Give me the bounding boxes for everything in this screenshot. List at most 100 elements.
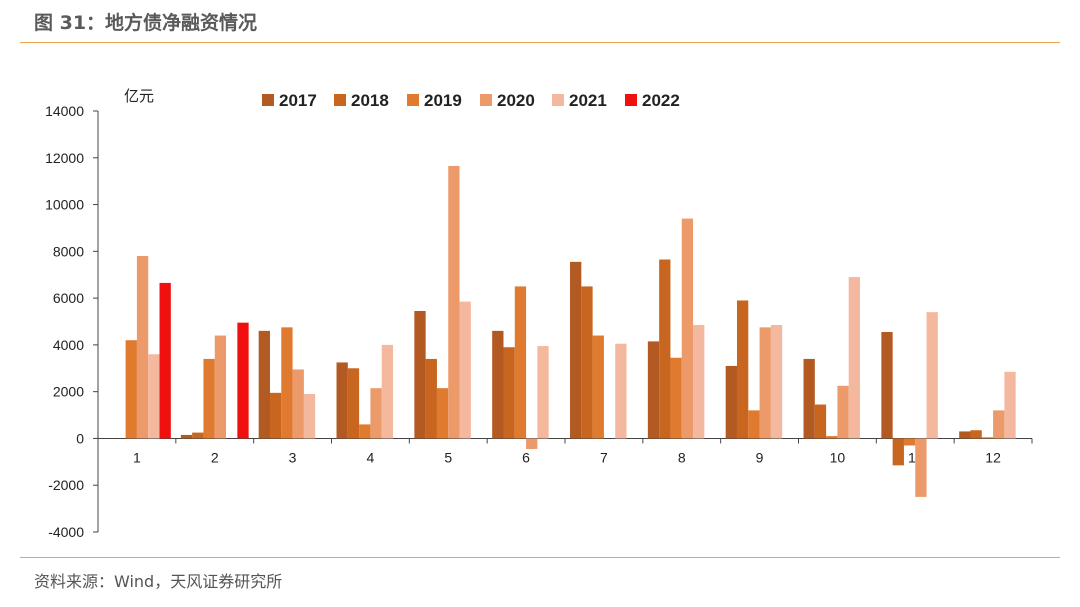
bar-2021-11	[926, 312, 938, 439]
bar-2017-10	[803, 358, 815, 439]
bars	[125, 165, 1016, 497]
bar-2017-6	[492, 330, 504, 439]
bar-2021-6	[537, 346, 549, 439]
bar-2017-2	[180, 434, 193, 439]
legend-swatch-2020	[480, 94, 492, 106]
bar-2017-8	[647, 341, 660, 439]
bar-2019-2	[203, 358, 215, 439]
bar-2019-8	[670, 357, 682, 439]
y-tick-label: 12000	[45, 150, 84, 166]
top-divider	[20, 42, 1060, 43]
bar-2021-7	[615, 343, 627, 439]
bar-2021-10	[848, 277, 861, 439]
bar-2017-7	[570, 261, 582, 439]
bar-2020-4	[370, 388, 382, 439]
x-tick-label: 10	[830, 449, 846, 465]
legend-label-2022: 2022	[642, 91, 680, 110]
legend-swatch-2017	[262, 94, 274, 106]
bar-2017-12	[959, 431, 971, 439]
bar-2018-4	[347, 368, 360, 439]
legend-label-2019: 2019	[424, 91, 462, 110]
bar-2020-3	[292, 369, 304, 439]
bar-2017-9	[725, 365, 737, 439]
bar-2017-11	[881, 332, 893, 439]
x-tick-label: 6	[522, 449, 530, 465]
figure-title: 图 31：地方债净融资情况	[34, 12, 258, 34]
legend-label-2018: 2018	[351, 91, 389, 110]
bar-2018-2	[192, 432, 204, 439]
bar-2019-5	[436, 388, 449, 439]
x-tick-label: 1	[133, 449, 141, 465]
bar-2018-3	[269, 392, 282, 439]
x-axis: 123456789101112	[97, 437, 1033, 465]
x-tick-label: 8	[678, 449, 686, 465]
bar-2017-3	[258, 330, 270, 439]
x-tick-label: 12	[985, 449, 1001, 465]
source-note: 资料来源：Wind，天风证券研究所	[34, 572, 283, 591]
bar-2021-5	[459, 301, 471, 439]
legend-label-2021: 2021	[569, 91, 607, 110]
bar-2020-5	[448, 165, 460, 439]
bar-2021-3	[303, 394, 316, 439]
y-tick-label: 14000	[45, 103, 84, 119]
x-tick-label: 3	[289, 449, 297, 465]
bar-2018-12	[970, 430, 982, 439]
bar-2017-4	[336, 362, 348, 439]
bar-2019-6	[514, 286, 527, 439]
legend-swatch-2021	[552, 94, 564, 106]
bar-2021-9	[770, 325, 783, 439]
y-tick-label: 8000	[53, 243, 84, 259]
bar-2021-1	[148, 354, 160, 439]
bar-2018-11	[892, 438, 904, 466]
y-tick-label: 6000	[53, 290, 84, 306]
bar-2020-9	[759, 327, 771, 439]
x-tick-label: 9	[756, 449, 764, 465]
bar-2020-8	[681, 218, 694, 439]
bar-2018-10	[814, 404, 827, 439]
bar-2020-12	[993, 410, 1005, 439]
bar-2019-7	[592, 335, 604, 439]
x-tick-label: 2	[211, 449, 219, 465]
legend-label-2017: 2017	[279, 91, 317, 110]
bar-2019-1	[125, 340, 137, 439]
y-axis: -4000 -2000 0 2000 4000 6000 8000 10000 12000 140…	[45, 103, 99, 540]
x-tick-label: 7	[600, 449, 608, 465]
y-tick-label: 10000	[45, 197, 84, 213]
bar-2018-7	[581, 286, 593, 439]
legend-label-2020: 2020	[497, 91, 535, 110]
bar-2019-12	[981, 437, 994, 439]
y-tick-label: 4000	[53, 337, 84, 353]
bottom-divider	[20, 557, 1060, 558]
bar-2021-8	[693, 325, 705, 439]
bar-2019-10	[826, 436, 838, 439]
bar-2019-11	[903, 438, 916, 446]
y-tick-label: -2000	[48, 477, 84, 493]
bar-2022-1	[159, 282, 171, 439]
bar-2020-11	[915, 438, 927, 497]
bar-2019-4	[359, 424, 371, 439]
unit-label: 亿元	[124, 87, 154, 105]
x-tick-label: 5	[444, 449, 452, 465]
bar-2022-2	[237, 322, 249, 439]
bar-2020-6	[526, 438, 538, 449]
legend-swatch-2019	[407, 94, 419, 106]
bar-2018-5	[425, 358, 437, 439]
bar-2017-5	[414, 310, 426, 439]
bar-2020-10	[837, 385, 849, 439]
legend-swatch-2022	[625, 94, 637, 106]
x-tick-label: 4	[367, 449, 375, 465]
y-tick-label: 2000	[53, 384, 84, 400]
bar-2020-2	[214, 335, 227, 439]
bar-2018-6	[503, 347, 515, 439]
y-tick-label: -4000	[48, 524, 84, 540]
bar-2018-9	[736, 300, 749, 439]
bar-2021-4	[381, 344, 394, 439]
bar-2018-8	[659, 259, 671, 439]
y-tick-label: 0	[76, 430, 84, 446]
bar-2020-1	[136, 256, 149, 439]
bar-2019-3	[281, 327, 293, 439]
bar-2021-12	[1004, 371, 1016, 439]
legend: 2017 2018 2019 2020 2021 2022	[262, 91, 680, 110]
legend-swatch-2018	[334, 94, 346, 106]
